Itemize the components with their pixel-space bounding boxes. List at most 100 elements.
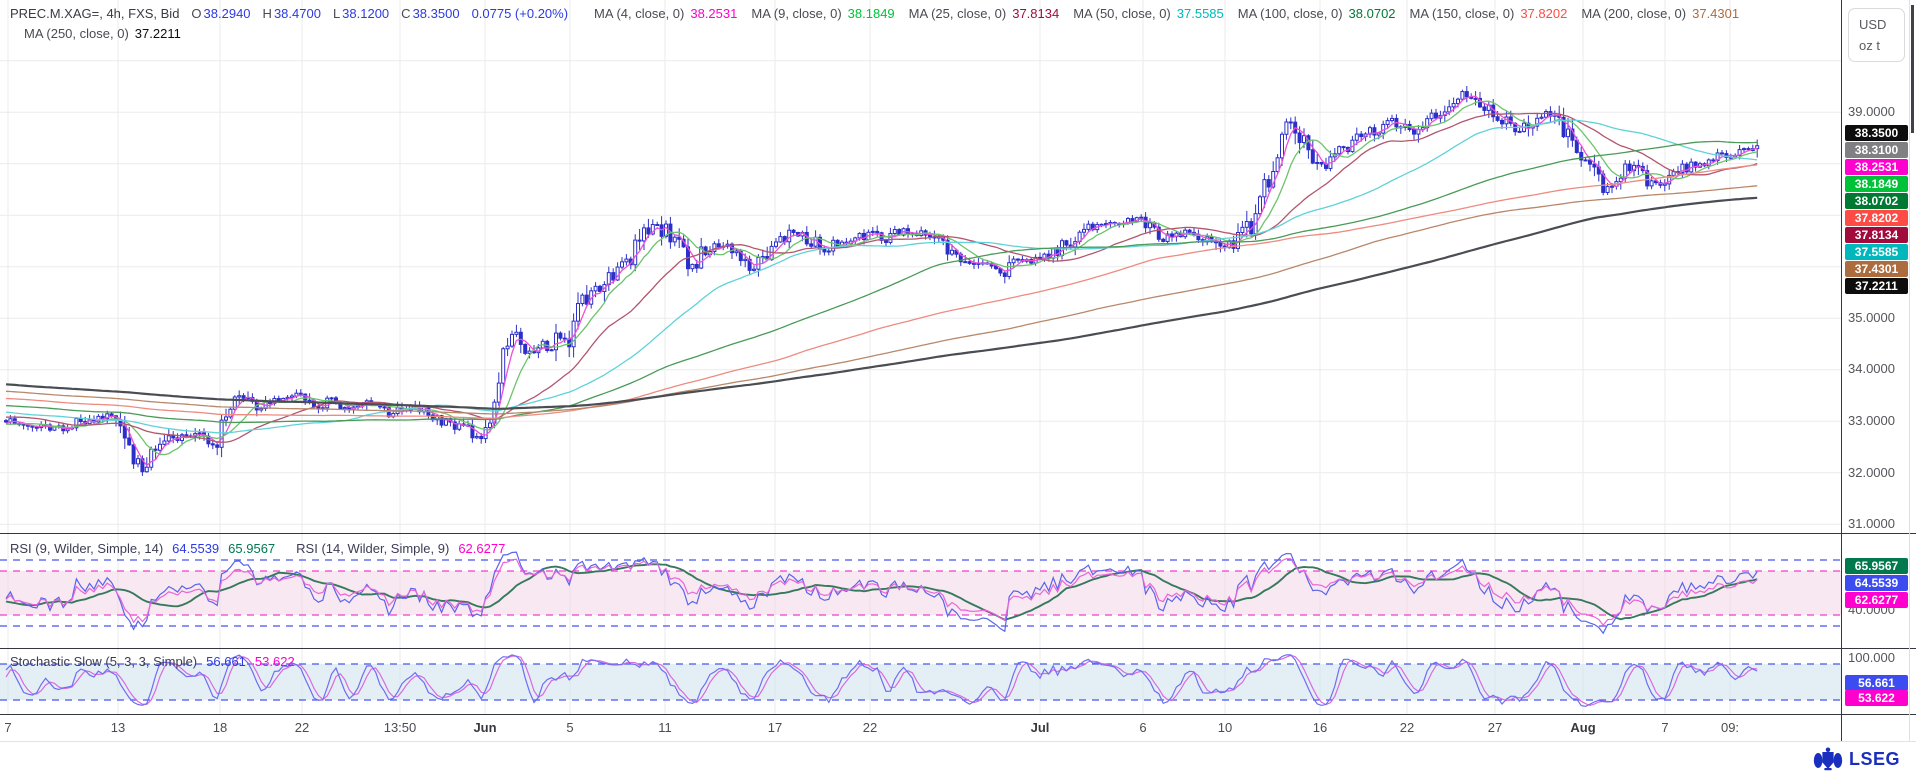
price-badge: 37.4301	[1845, 261, 1908, 277]
ma-line-250	[5, 196, 1758, 410]
ma-legend-value: 38.2531	[690, 6, 738, 21]
rsi9-value: 64.5539	[172, 541, 220, 556]
close-value: C 38.3500	[401, 6, 460, 21]
ma-line-150	[5, 164, 1758, 419]
time-axis-label: Jun	[473, 720, 497, 735]
time-axis-label: 7	[4, 720, 12, 735]
ma-line-25	[5, 112, 1758, 443]
ma-line-9	[6, 100, 1758, 456]
lseg-emblem-icon	[1813, 747, 1843, 771]
ma-legend-group-row-1: MA (4, close, 0) 38.2531 MA (9, close, 0) 3…	[580, 6, 1739, 21]
ma-legend-entry[interactable]: MA (100, close, 0) 38.0702	[1238, 6, 1396, 21]
ma-legend-label: MA (150, close, 0)	[1409, 6, 1515, 21]
rsi-lines-layer	[5, 551, 1758, 635]
ma-legend-label: MA (50, close, 0)	[1073, 6, 1171, 21]
stochastic-axis-label: 100.000	[1848, 650, 1895, 665]
price-badge: 37.2211	[1845, 278, 1908, 294]
currency-label: USD	[1859, 17, 1887, 32]
pane-separators	[0, 0, 1916, 742]
time-axis-label: 22	[1399, 720, 1415, 735]
stochastic-badge: 53.622	[1845, 690, 1908, 706]
ma-legend-group-row-2: MA (250, close, 0) 37.2211	[10, 26, 181, 41]
ma-line-200	[5, 185, 1758, 415]
time-axis-label: 5	[566, 720, 574, 735]
time-axis-label: 13:50	[383, 720, 417, 735]
price-badge: 38.2531	[1845, 159, 1908, 175]
ma-line-50	[5, 119, 1758, 434]
lseg-logo: LSEG	[1813, 747, 1900, 772]
change-value: 0.0775 (+0.20%)	[471, 6, 569, 21]
price-badge: 37.5585	[1845, 244, 1908, 260]
stochastic-legend[interactable]: Stochastic Slow (5, 3, 3, Simple) 56.661…	[10, 654, 295, 669]
ma-legend-entry[interactable]: MA (9, close, 0) 38.1849	[751, 6, 894, 21]
price-badge: 37.8202	[1845, 210, 1908, 226]
time-axis-label: Jul	[1030, 720, 1050, 735]
rsi-legend-label-1: RSI (9, Wilder, Simple, 14)	[10, 541, 164, 556]
time-axis-label: 6	[1139, 720, 1147, 735]
stochastic-k-value: 56.661	[206, 654, 246, 669]
price-axis-label: 35.0000	[1848, 310, 1895, 325]
symbol-title[interactable]: PREC.M.XAG=, 4h, FXS, Bid	[10, 6, 180, 21]
price-axis-label: 31.0000	[1848, 516, 1895, 531]
ma-line-100	[5, 140, 1758, 424]
ma-legend-value: 37.5585	[1176, 6, 1224, 21]
price-badge: 38.1849	[1845, 176, 1908, 192]
time-axis-label: 7	[1661, 720, 1669, 735]
time-axis-label: Aug	[1570, 720, 1596, 735]
ma-legend-entry[interactable]: MA (4, close, 0) 38.2531	[594, 6, 737, 21]
stochastic-lines-layer	[5, 654, 1758, 708]
stochastic-k-line	[5, 654, 1758, 708]
ma-legend-value: 37.2211	[134, 26, 181, 41]
axis-unit-box: USD oz t	[1848, 8, 1905, 62]
rsi-badge: 64.5539	[1845, 575, 1908, 591]
time-axis-label: 11	[658, 720, 672, 735]
high-value: H 38.4700	[262, 6, 321, 21]
price-axis-label: 33.0000	[1848, 413, 1895, 428]
ma-legend-entry[interactable]: MA (150, close, 0) 37.8202	[1410, 6, 1568, 21]
ma-line-4	[5, 95, 1758, 467]
chart-legend-row-1: PREC.M.XAG=, 4h, FXS, Bid O 38.2940 H 38.4…	[10, 6, 1739, 21]
stochastic-legend-label: Stochastic Slow (5, 3, 3, Simple)	[10, 654, 198, 669]
time-axis-label: 22	[862, 720, 878, 735]
lseg-logo-text: LSEG	[1848, 749, 1900, 769]
ma-legend-entry[interactable]: MA (200, close, 0) 37.4301	[1581, 6, 1739, 21]
rsi-badge: 65.9567	[1845, 558, 1908, 574]
ma-legend-label: MA (200, close, 0)	[1581, 6, 1687, 21]
ma-legend-entry[interactable]: MA (250, close, 0) 37.2211	[24, 26, 181, 41]
ma-legend-entry[interactable]: MA (50, close, 0) 37.5585	[1073, 6, 1224, 21]
time-axis-label: 10	[1217, 720, 1233, 735]
time-axis-label: 17	[767, 720, 783, 735]
rsi14-value: 62.6277	[458, 541, 506, 556]
time-axis-label: 18	[212, 720, 228, 735]
price-axis-label: 32.0000	[1848, 465, 1895, 480]
ma-legend-value: 37.4301	[1692, 6, 1740, 21]
ma-legend-label: MA (100, close, 0)	[1237, 6, 1343, 21]
unit-label: oz t	[1859, 38, 1880, 53]
candles-layer	[4, 86, 1760, 476]
rsi-legend[interactable]: RSI (9, Wilder, Simple, 14) 64.5539 65.9…	[10, 541, 505, 556]
time-axis-label: 13	[110, 720, 126, 735]
stochastic-d-value: 53.622	[254, 654, 295, 669]
indicator-bands-layer	[0, 559, 1841, 701]
time-axis-label: 27	[1487, 720, 1503, 735]
time-axis-label: 16	[1312, 720, 1328, 735]
rsi-legend-label-2: RSI (14, Wilder, Simple, 9)	[296, 541, 450, 556]
ma-legend-value: 37.8202	[1520, 6, 1568, 21]
price-badge: 37.8134	[1845, 227, 1908, 243]
ma-legend-label: MA (25, close, 0)	[908, 6, 1007, 21]
scrollbar-track	[1909, 0, 1910, 741]
stochastic-badge: 56.661	[1845, 675, 1908, 691]
rsi-ma-line	[5, 563, 1758, 621]
ma-legend-label: MA (9, close, 0)	[751, 6, 842, 21]
ma-legend-value: 38.1849	[847, 6, 895, 21]
rsi9-ma-value: 65.9567	[228, 541, 276, 556]
rsi9-line	[5, 551, 1758, 635]
price-axis-label: 39.0000	[1848, 104, 1895, 119]
scrollbar-thumb[interactable]	[1911, 5, 1914, 133]
price-badge: 38.3500	[1845, 125, 1908, 141]
ma-legend-entry[interactable]: MA (25, close, 0) 37.8134	[909, 6, 1060, 21]
chart-legend-row-2: MA (250, close, 0) 37.2211	[10, 26, 181, 41]
time-axis-scale[interactable]	[0, 715, 1841, 741]
